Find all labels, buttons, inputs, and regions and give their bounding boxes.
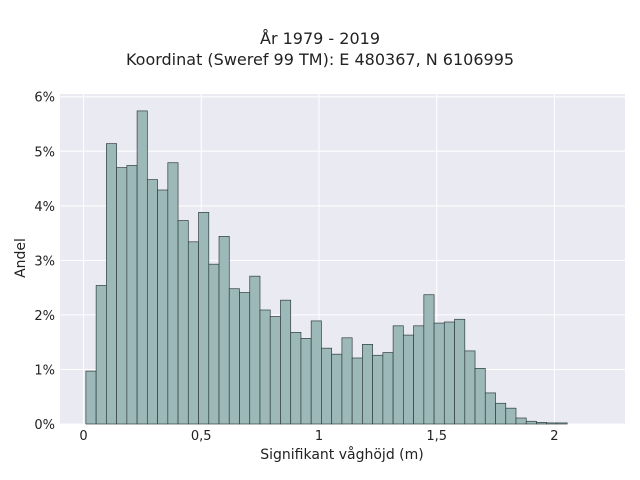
histogram-bar <box>321 347 333 425</box>
histogram-bar <box>269 316 281 425</box>
y-tick-label: 2% <box>34 309 55 324</box>
histogram-bar <box>362 344 373 425</box>
y-tick-label: 1% <box>34 363 55 378</box>
histogram-bar <box>536 422 548 425</box>
histogram-bar <box>116 167 128 425</box>
histogram-bar <box>167 162 179 425</box>
histogram-bar <box>280 299 292 425</box>
histogram-bar <box>546 422 558 425</box>
histogram-bar <box>525 420 537 425</box>
histogram-bar <box>433 322 445 425</box>
histogram-bar <box>382 352 394 425</box>
histogram-bar <box>198 212 210 425</box>
histogram-bar <box>351 357 363 425</box>
histogram-bar <box>556 422 568 425</box>
histogram-bar <box>515 417 527 425</box>
histogram-bar <box>300 338 312 425</box>
histogram-bar <box>505 407 517 425</box>
histogram-bar <box>443 321 455 425</box>
histogram-bar <box>239 292 251 425</box>
histogram-bar <box>95 285 107 425</box>
histogram-bar <box>392 325 404 425</box>
x-tick-label: 2 <box>550 429 558 444</box>
y-tick-label: 4% <box>34 200 55 215</box>
histogram-bar <box>218 236 230 425</box>
x-axis-label: Signifikant våghöjd (m) <box>260 447 424 463</box>
histogram-bar <box>259 309 271 425</box>
histogram-bar <box>249 275 261 425</box>
x-tick-label: 1,5 <box>426 429 447 444</box>
histogram-bar <box>474 368 486 425</box>
x-tick-label: 0 <box>79 429 87 444</box>
histogram-bar <box>464 350 476 425</box>
histogram-bar <box>454 318 466 425</box>
chart-title-line-1: År 1979 - 2019 <box>260 29 380 48</box>
histogram-bar <box>403 334 414 425</box>
histogram-bar <box>372 354 384 425</box>
y-tick-label: 6% <box>34 91 55 106</box>
histogram-bar <box>331 353 343 425</box>
histogram-bar <box>126 165 138 425</box>
histogram-bar <box>290 332 302 425</box>
histogram-bar <box>187 241 199 425</box>
histogram-bar <box>85 370 97 425</box>
histogram-bar <box>423 294 435 425</box>
y-tick-label: 3% <box>34 254 55 269</box>
x-tick-label: 1 <box>315 429 323 444</box>
histogram-bar <box>177 220 189 425</box>
histogram-bar <box>157 189 169 425</box>
histogram-bar <box>208 263 220 425</box>
histogram-bar <box>106 143 117 425</box>
chart-title-line-2: Koordinat (Sweref 99 TM): E 480367, N 61… <box>125 50 515 69</box>
y-tick-label: 0% <box>34 418 55 433</box>
histogram-bar <box>310 320 322 425</box>
y-tick-label: 5% <box>34 145 55 160</box>
y-axis-label: Andel <box>13 238 29 278</box>
histogram-bar <box>484 392 496 425</box>
histogram-bar <box>228 288 240 425</box>
histogram-bar <box>495 402 507 425</box>
histogram-bar <box>146 179 158 425</box>
histogram-bar <box>413 325 425 425</box>
x-tick-label: 0,5 <box>191 429 212 444</box>
histogram-bar <box>136 110 148 425</box>
histogram-bar <box>341 337 353 425</box>
